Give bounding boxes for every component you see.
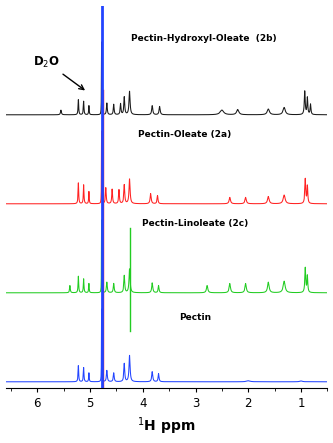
Text: Pectin-Oleate (2a): Pectin-Oleate (2a): [138, 130, 231, 139]
Text: Pectin-Hydroxyl-Oleate  (2b): Pectin-Hydroxyl-Oleate (2b): [131, 34, 276, 43]
Text: Pectin: Pectin: [179, 313, 211, 323]
Text: D$_2$O: D$_2$O: [33, 54, 84, 89]
X-axis label: $^{1}$H ppm: $^{1}$H ppm: [137, 416, 196, 437]
Text: Pectin-Linoleate (2c): Pectin-Linoleate (2c): [143, 219, 249, 228]
